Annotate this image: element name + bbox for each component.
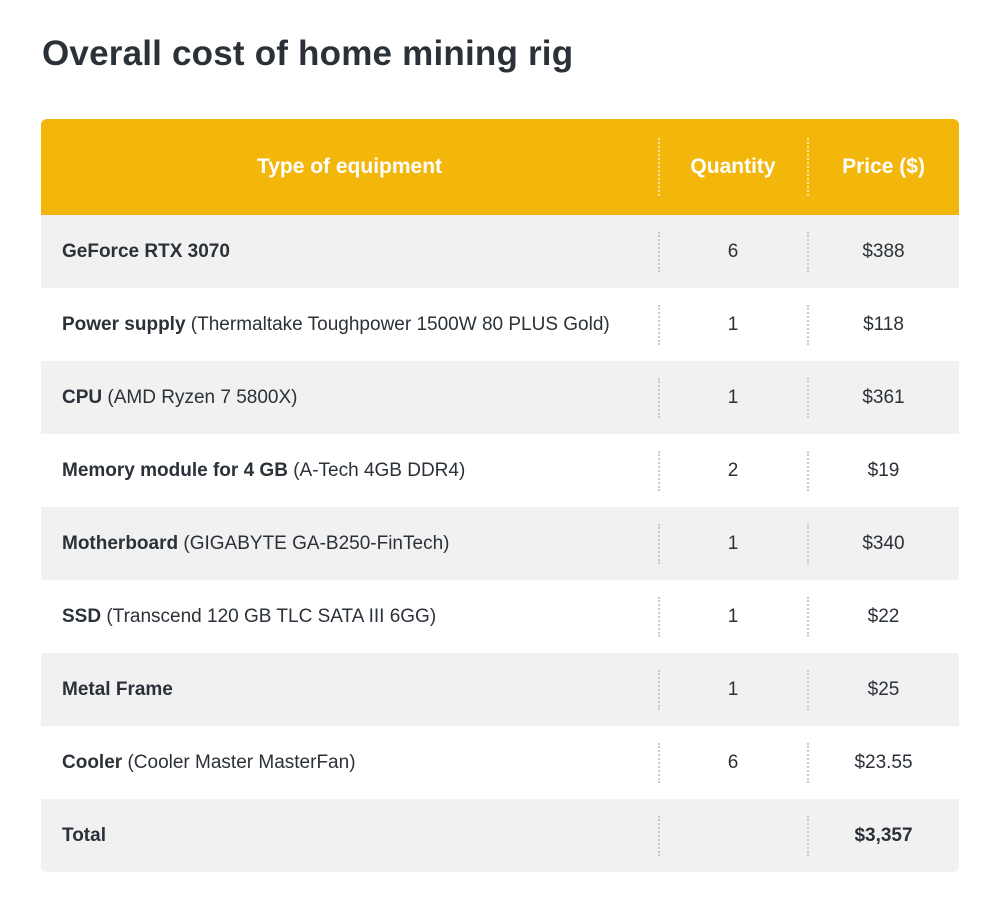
equipment-detail: (A-Tech 4GB DDR4) [287,459,466,481]
price-cell: $23.55 [854,751,913,773]
total-row: Total $3,357 [41,799,959,872]
quantity-cell: 1 [727,532,739,554]
column-divider [807,523,809,564]
equipment-name: Motherboard [62,532,179,554]
column-divider [807,231,809,272]
equipment-name: CPU [62,386,103,408]
quantity-cell: 6 [727,240,739,262]
price-cell: $118 [863,313,904,335]
equipment-name: SSD [62,605,102,627]
column-divider [807,138,809,196]
equipment-name: Memory module for 4 GB [62,459,288,481]
column-divider [658,377,660,418]
column-divider [658,450,660,491]
column-divider [807,596,809,637]
column-header-quantity: Quantity [690,155,776,178]
price-cell: $361 [862,386,905,408]
total-quantity [658,799,808,872]
table-row: Motherboard (GIGABYTE GA-B250-FinTech) 1… [41,507,959,580]
table-row: Cooler (Cooler Master MasterFan) 6 $23.5… [41,726,959,799]
table-row: Metal Frame 1 $25 [41,653,959,726]
cost-table: Type of equipment Quantity Price ($) GeF… [41,119,959,872]
quantity-cell: 2 [727,459,739,481]
quantity-cell: 1 [727,386,739,408]
column-divider [807,377,809,418]
column-divider [807,742,809,783]
equipment-name: Cooler [62,751,123,773]
column-divider [658,523,660,564]
quantity-cell: 6 [727,751,739,773]
column-divider [658,231,660,272]
equipment-name: Metal Frame [62,678,173,700]
equipment-detail: (Thermaltake Toughpower 1500W 80 PLUS Go… [185,313,610,335]
price-cell: $388 [862,240,905,262]
quantity-cell: 1 [727,605,739,627]
column-header-price: Price ($) [842,155,925,178]
table-row: CPU (AMD Ryzen 7 5800X) 1 $361 [41,361,959,434]
equipment-detail: (Transcend 120 GB TLC SATA III 6GG) [101,605,437,627]
equipment-cell: Metal Frame [41,653,658,726]
column-divider [658,596,660,637]
column-divider [658,742,660,783]
column-divider [658,815,660,856]
column-divider [658,304,660,345]
column-divider [658,138,660,196]
table-header-row: Type of equipment Quantity Price ($) [41,119,959,215]
price-cell: $22 [867,605,900,627]
column-divider [807,304,809,345]
column-header-type: Type of equipment [256,155,443,178]
price-cell: $19 [867,459,900,481]
table-row: SSD (Transcend 120 GB TLC SATA III 6GG) … [41,580,959,653]
equipment-name: GeForce RTX 3070 [62,240,230,262]
column-divider [807,669,809,710]
table-row: Power supply (Thermaltake Toughpower 150… [41,288,959,361]
column-divider [807,450,809,491]
quantity-cell: 1 [727,313,739,335]
column-divider [807,815,809,856]
equipment-cell: Power supply (Thermaltake Toughpower 150… [41,288,658,361]
page-title: Overall cost of home mining rig [42,34,574,73]
quantity-cell: 1 [727,678,739,700]
price-cell: $25 [867,678,900,700]
total-price: $3,357 [854,824,913,846]
equipment-detail: (Cooler Master MasterFan) [122,751,356,773]
equipment-detail: (GIGABYTE GA-B250-FinTech) [178,532,450,554]
equipment-detail: (AMD Ryzen 7 5800X) [102,386,298,408]
equipment-cell: CPU (AMD Ryzen 7 5800X) [41,361,658,434]
equipment-cell: Memory module for 4 GB (A-Tech 4GB DDR4) [41,434,658,507]
equipment-cell: SSD (Transcend 120 GB TLC SATA III 6GG) [41,580,658,653]
equipment-cell: Motherboard (GIGABYTE GA-B250-FinTech) [41,507,658,580]
price-cell: $340 [862,532,905,554]
equipment-name: Power supply [62,313,186,335]
table-row: GeForce RTX 3070 6 $388 [41,215,959,288]
total-label: Total [62,824,106,846]
column-divider [658,669,660,710]
table-row: Memory module for 4 GB (A-Tech 4GB DDR4)… [41,434,959,507]
equipment-cell: Cooler (Cooler Master MasterFan) [41,726,658,799]
equipment-cell: GeForce RTX 3070 [41,215,658,288]
